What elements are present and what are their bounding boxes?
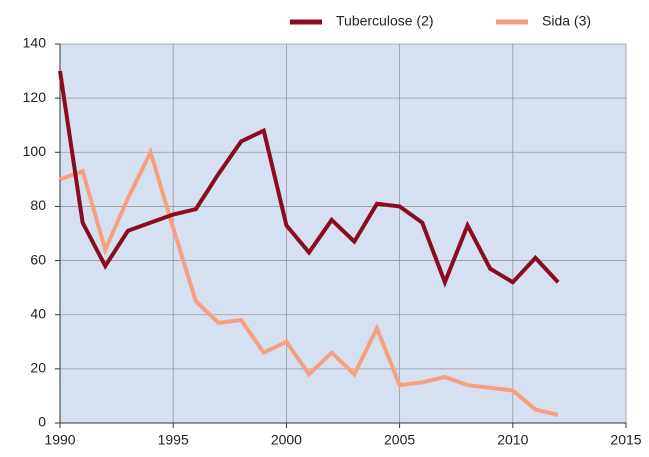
series-line	[58, 70, 560, 288]
x-tick-label: 2000	[271, 432, 302, 448]
legend-label: Sida (3)	[542, 13, 591, 29]
x-tick-label: 2005	[384, 432, 415, 448]
y-tick-label: 100	[23, 143, 47, 159]
x-tick-label: 2010	[497, 432, 528, 448]
y-tick-label: 80	[30, 197, 46, 213]
y-tick-label: 0	[38, 414, 46, 430]
x-tick-label: 1990	[44, 432, 75, 448]
y-tick-label: 20	[30, 360, 46, 376]
x-tick-label: 1995	[158, 432, 189, 448]
y-tick-label: 140	[23, 35, 47, 51]
series-line	[59, 146, 559, 417]
y-tick-label: 120	[23, 89, 47, 105]
y-tick-label: 60	[30, 251, 46, 267]
legend-label: Tuberculose (2)	[336, 13, 434, 29]
x-tick-label: 2015	[610, 432, 641, 448]
y-tick-label: 40	[30, 305, 46, 321]
